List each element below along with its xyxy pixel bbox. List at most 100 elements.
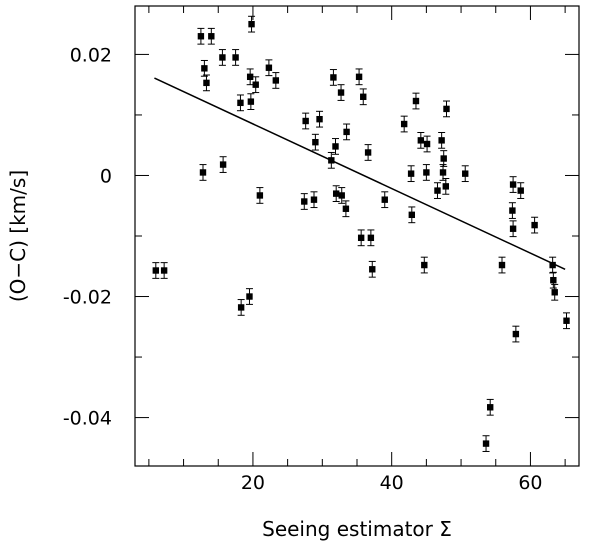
x-axis-title: Seeing estimator Σ	[262, 517, 452, 541]
data-point	[237, 299, 245, 316]
data-marker	[438, 137, 445, 144]
data-marker	[423, 140, 431, 148]
data-point	[368, 260, 376, 278]
data-point	[311, 133, 319, 151]
data-marker	[246, 73, 254, 81]
data-marker	[408, 211, 416, 219]
data-point	[246, 68, 254, 86]
data-point	[236, 94, 244, 112]
data-marker	[407, 170, 415, 177]
data-point	[442, 178, 450, 195]
data-marker	[509, 225, 517, 232]
data-marker	[434, 187, 441, 194]
data-marker	[423, 169, 430, 176]
data-point	[245, 288, 253, 305]
data-point	[232, 49, 240, 66]
data-point	[438, 132, 446, 149]
y-tick-label: -0.04	[63, 408, 112, 430]
data-point	[551, 283, 559, 301]
data-point	[219, 156, 227, 173]
data-marker	[462, 170, 469, 177]
data-marker	[246, 293, 253, 300]
data-marker	[332, 143, 339, 150]
data-point	[152, 262, 160, 279]
data-marker	[256, 192, 264, 199]
data-marker	[248, 20, 255, 28]
data-marker	[355, 73, 363, 81]
data-point	[433, 182, 441, 199]
data-marker	[332, 190, 340, 197]
data-marker	[563, 317, 570, 324]
data-marker	[364, 149, 372, 156]
trend-line	[154, 77, 566, 270]
data-point	[423, 135, 431, 153]
data-point	[247, 93, 255, 110]
data-point	[563, 312, 571, 330]
data-point	[381, 191, 389, 209]
data-point	[442, 100, 450, 118]
data-point	[338, 187, 346, 204]
data-point	[355, 68, 363, 86]
data-point	[412, 92, 420, 110]
data-marker	[550, 276, 557, 284]
data-marker	[412, 97, 420, 105]
data-point	[300, 193, 308, 210]
data-marker	[199, 169, 207, 176]
data-point	[342, 200, 350, 218]
data-marker	[197, 33, 205, 40]
x-tick-label: 20	[241, 472, 265, 494]
data-point	[531, 216, 539, 234]
data-marker	[310, 196, 318, 203]
data-marker	[328, 157, 335, 164]
data-marker	[367, 234, 375, 242]
data-point	[408, 206, 416, 224]
data-marker	[219, 54, 226, 61]
data-marker	[381, 196, 388, 203]
data-marker	[301, 198, 308, 205]
data-marker	[517, 187, 524, 194]
tick-labels: 20 40 60 -0.04 -0.02 0 0.02	[63, 44, 543, 494]
data-point	[357, 229, 365, 247]
data-point	[331, 138, 339, 155]
data-marker	[443, 105, 450, 113]
data-points	[152, 15, 571, 452]
data-point	[332, 185, 340, 202]
data-point	[509, 176, 517, 193]
data-marker	[440, 155, 447, 162]
data-marker	[498, 261, 506, 269]
data-point	[422, 164, 430, 181]
data-marker	[252, 81, 259, 88]
data-point	[218, 49, 226, 66]
data-point	[302, 112, 310, 130]
data-marker	[512, 330, 520, 338]
data-marker	[357, 234, 365, 242]
data-marker	[272, 77, 280, 84]
data-marker	[482, 440, 490, 447]
data-point	[265, 59, 273, 77]
data-marker	[330, 74, 337, 81]
data-point	[316, 110, 324, 128]
data-marker	[265, 64, 273, 71]
data-point	[420, 256, 428, 274]
data-point	[400, 115, 408, 133]
data-point	[364, 144, 372, 161]
data-point	[439, 164, 447, 181]
data-marker	[152, 267, 160, 274]
data-point	[482, 435, 490, 452]
data-point	[272, 72, 280, 89]
data-marker	[232, 54, 239, 61]
data-point	[417, 132, 425, 149]
data-marker	[247, 98, 255, 105]
data-point	[197, 27, 205, 45]
data-point	[160, 262, 168, 279]
data-point	[367, 229, 375, 247]
trend-line-group	[154, 77, 566, 270]
data-point	[498, 256, 506, 274]
data-marker	[487, 404, 494, 411]
y-tick-label: 0.02	[70, 44, 112, 66]
data-marker	[360, 93, 367, 100]
data-marker	[219, 161, 227, 168]
data-point	[202, 74, 210, 92]
data-point	[327, 151, 335, 169]
data-point	[517, 182, 525, 199]
